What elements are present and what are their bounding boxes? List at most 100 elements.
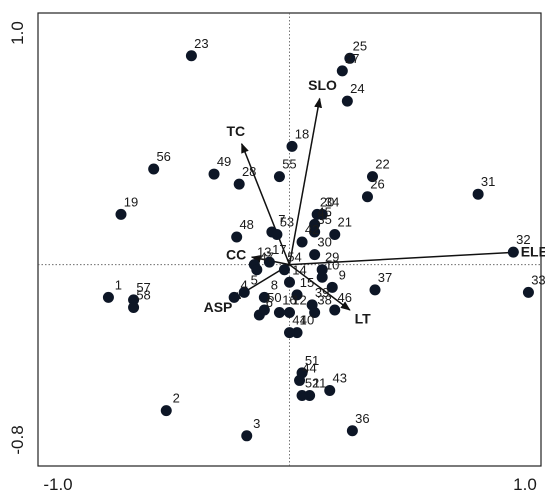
point-2 [160, 405, 172, 417]
axes-layer: -1.0 1.0 1.0 -0.8 [8, 12, 542, 492]
point-29 [316, 264, 328, 276]
point-label-41: 41 [292, 313, 306, 328]
point-41 [284, 327, 295, 339]
point-label-24: 24 [350, 81, 364, 96]
point-label-44: 44 [302, 360, 316, 375]
point-label-52: 52 [305, 376, 319, 391]
point-8 [258, 291, 270, 303]
point-label-23: 23 [194, 36, 208, 51]
point-label-1: 1 [115, 277, 122, 292]
vector-label-asp: ASP [204, 299, 233, 315]
point-23 [185, 50, 197, 62]
point-label-22: 22 [375, 157, 389, 172]
point-label-39: 39 [315, 285, 329, 300]
point-11 [304, 390, 316, 402]
point-40 [291, 327, 303, 339]
point-label-14: 14 [292, 262, 306, 277]
point-17 [263, 256, 275, 268]
point-9 [326, 281, 338, 293]
point-52 [296, 390, 308, 402]
point-1 [102, 291, 114, 303]
point-label-25: 25 [353, 38, 367, 53]
point-32 [507, 246, 519, 258]
point-label-7: 7 [278, 212, 285, 227]
vector-arrow-lt [289, 264, 351, 311]
point-label-29: 29 [325, 250, 339, 265]
point-label-45: 45 [317, 204, 331, 219]
vector-label-lt: LT [355, 310, 372, 326]
x-tick-label: 1.0 [513, 475, 537, 492]
point-label-43: 43 [333, 371, 347, 386]
point-34 [316, 208, 328, 220]
point-3 [241, 430, 253, 442]
point-label-40: 40 [300, 313, 314, 328]
point-label-15: 15 [300, 275, 314, 290]
vector-label-cc: CC [226, 246, 246, 262]
point-label-17: 17 [272, 242, 286, 257]
point-46 [329, 304, 341, 316]
point-39 [306, 299, 318, 311]
point-25 [344, 52, 356, 64]
point-label-49: 49 [217, 154, 231, 169]
point-55 [273, 171, 285, 183]
point-35 [309, 226, 321, 238]
point-47 [251, 264, 263, 276]
point-label-5: 5 [251, 272, 258, 287]
vector-arrow-slo [288, 97, 323, 265]
point-24 [341, 95, 353, 107]
point-48 [231, 231, 243, 243]
point-label-54: 54 [287, 250, 301, 265]
point-28 [233, 178, 245, 190]
point-26 [361, 191, 373, 203]
point-label-31: 31 [481, 174, 495, 189]
points-layer [102, 50, 534, 442]
point-label-9: 9 [339, 267, 346, 282]
point-label-12: 12 [292, 292, 306, 307]
point-label-58: 58 [136, 287, 150, 302]
point-label-42: 42 [305, 222, 319, 237]
point-label-32: 32 [516, 232, 530, 247]
point-33 [522, 286, 534, 298]
point-label-4: 4 [241, 277, 248, 292]
point-label-47: 47 [260, 250, 274, 265]
point-label-48: 48 [239, 217, 253, 232]
point-label-13: 13 [257, 245, 271, 260]
point-label-18: 18 [295, 126, 309, 141]
point-label-56: 56 [156, 149, 170, 164]
point-label-21: 21 [338, 214, 352, 229]
point-label-27: 27 [345, 51, 359, 66]
point-label-26: 26 [370, 177, 384, 192]
point-51 [296, 367, 308, 379]
point-4 [228, 291, 240, 303]
point-53 [271, 228, 283, 240]
point-12 [284, 306, 295, 318]
point-label-16: 16 [282, 292, 296, 307]
point-label-53: 53 [280, 214, 294, 229]
point-45 [309, 218, 321, 230]
point-label-30: 30 [317, 235, 331, 250]
point-label-33: 33 [531, 272, 545, 287]
point-label-57: 57 [136, 280, 150, 295]
vector-label-tc: TC [226, 123, 245, 139]
point-16 [273, 306, 285, 318]
y-tick-label: 1.0 [8, 21, 27, 45]
point-label-20: 20 [320, 194, 334, 209]
point-42 [296, 236, 308, 248]
x-tick-label: -1.0 [43, 475, 72, 492]
point-label-50: 50 [267, 290, 281, 305]
point-label-55: 55 [282, 157, 296, 172]
point-22 [366, 171, 378, 183]
point-30 [309, 249, 321, 261]
point-label-36: 36 [355, 411, 369, 426]
point-14 [284, 276, 295, 288]
vector-label-slo: SLO [308, 77, 337, 93]
point-label-11: 11 [313, 376, 327, 391]
point-label-3: 3 [253, 416, 260, 431]
point-label-2: 2 [173, 391, 180, 406]
point-19 [115, 208, 127, 220]
point-31 [472, 188, 484, 200]
point-5 [238, 286, 250, 298]
point-36 [346, 425, 358, 437]
